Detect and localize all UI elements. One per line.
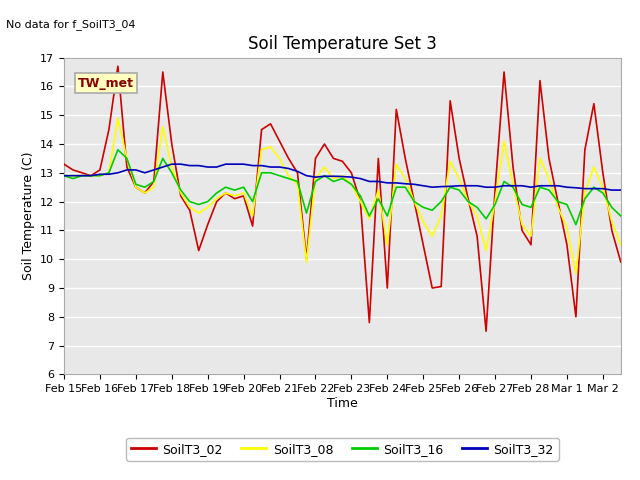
Text: No data for f_SoilT3_04: No data for f_SoilT3_04 bbox=[6, 19, 136, 30]
Title: Soil Temperature Set 3: Soil Temperature Set 3 bbox=[248, 35, 437, 53]
Text: TW_met: TW_met bbox=[78, 77, 134, 90]
Y-axis label: Soil Temperature (C): Soil Temperature (C) bbox=[22, 152, 35, 280]
Legend: SoilT3_02, SoilT3_08, SoilT3_16, SoilT3_32: SoilT3_02, SoilT3_08, SoilT3_16, SoilT3_… bbox=[126, 438, 559, 461]
X-axis label: Time: Time bbox=[327, 397, 358, 410]
